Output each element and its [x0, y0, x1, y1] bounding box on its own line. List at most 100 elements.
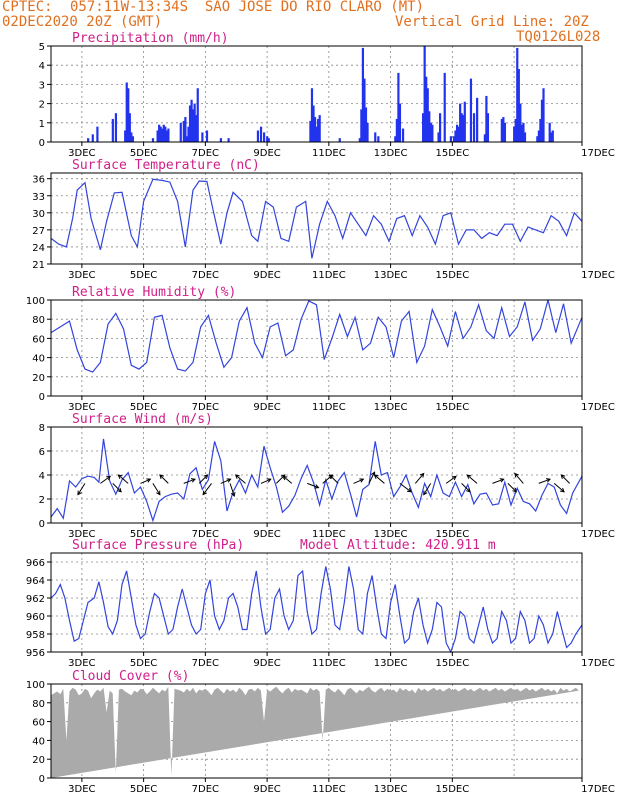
precip-bar: [443, 72, 446, 142]
y-tick-label: 40: [32, 354, 45, 365]
precip-bar: [536, 136, 539, 142]
wind-arrow: [507, 483, 517, 493]
precip-bar: [158, 124, 161, 142]
precip-bar: [313, 117, 317, 142]
precip-bar: [483, 134, 486, 142]
y-tick-label: 40: [32, 736, 45, 747]
precip-bar: [537, 130, 540, 142]
wind-arrow: [229, 483, 235, 497]
wind-arrow: [202, 483, 212, 495]
precip-bar: [164, 126, 167, 142]
panel-title: Surface Wind (m/s): [72, 412, 213, 427]
wind-arrow-head: [203, 474, 209, 479]
precip-bar: [87, 138, 90, 142]
series-line: [50, 438, 583, 523]
x-tick-label: 9DEC: [253, 270, 280, 281]
y-tick-label: 960: [26, 612, 45, 623]
precip-bar: [360, 109, 363, 142]
y-tick-label: 20: [32, 755, 45, 766]
y-tick-label: 966: [26, 558, 45, 569]
precip-bar: [486, 113, 490, 142]
wind-arrow: [466, 474, 478, 484]
x-tick-label: 11DEC: [312, 784, 346, 795]
x-tick-label: 11DEC: [312, 148, 346, 159]
x-tick-label: 5DEC: [130, 658, 157, 669]
wind-arrow: [553, 483, 565, 493]
wind-arrow: [461, 483, 471, 493]
y-tick-label: 36: [32, 175, 45, 186]
precip-bar: [366, 122, 369, 142]
precip-bar: [425, 76, 428, 142]
x-tick-label: 15DEC: [435, 270, 469, 281]
x-tick-label: 15DEC: [435, 529, 469, 540]
precip-bar: [520, 124, 523, 142]
wind-arrow: [183, 478, 196, 484]
precip-bar: [539, 118, 542, 142]
precip-bar: [96, 126, 99, 142]
x-tick-label: 15DEC: [435, 148, 469, 159]
wind-arrow-head: [451, 475, 457, 481]
panel-frame: [50, 552, 583, 653]
y-tick-label: 3: [39, 80, 45, 91]
precip-bar: [374, 132, 377, 142]
precip-bar: [462, 115, 465, 142]
precip-bar: [167, 128, 170, 142]
x-tick-label: 11DEC: [312, 529, 346, 540]
precip-bar: [195, 115, 198, 142]
x-tick-label: 7DEC: [192, 270, 219, 281]
y-tick-label: 964: [26, 576, 45, 587]
precip-bar: [502, 117, 505, 142]
wind-arrow: [445, 475, 457, 484]
wind-arrow-head: [514, 472, 519, 478]
x-tick-label: 15DEC: [435, 658, 469, 669]
x-tick-label: 13DEC: [374, 270, 408, 281]
precip-bar: [455, 124, 459, 142]
wind-arrow: [307, 482, 319, 489]
precip-bar: [182, 120, 185, 142]
series-line: [50, 178, 583, 259]
precip-bar: [256, 130, 260, 142]
precip-bar: [472, 113, 476, 142]
wind-arrow: [399, 482, 412, 493]
x-tick-label: 7DEC: [192, 784, 219, 795]
precip-bar: [338, 138, 341, 142]
precip-bar: [309, 120, 312, 142]
precip-bar: [130, 132, 133, 142]
x-tick-label: 17DEC: [581, 402, 615, 413]
y-tick-label: 1: [39, 119, 45, 130]
y-tick-label: 2: [39, 495, 45, 506]
precip-bar: [429, 122, 432, 142]
y-tick-label: 4: [39, 471, 45, 482]
precip-bar: [193, 103, 196, 142]
wind-arrow: [329, 474, 339, 484]
precip-bar: [358, 138, 361, 142]
wind-arrow-head: [359, 478, 365, 483]
precip-bar: [457, 126, 460, 142]
precip-bar: [125, 82, 128, 142]
wind-arrow: [140, 478, 151, 484]
panel-frame: [50, 426, 583, 524]
precip-bar: [156, 130, 159, 142]
precip-bar: [500, 118, 503, 142]
precip-bar: [394, 136, 397, 142]
wind-arrow-head: [226, 478, 232, 483]
precip-bar: [522, 122, 525, 142]
precip-bar: [452, 136, 456, 142]
y-tick-label: 0: [39, 774, 45, 785]
x-tick-label: 13DEC: [374, 658, 408, 669]
precip-bar: [514, 118, 517, 142]
x-tick-label: 9DEC: [253, 784, 280, 795]
x-tick-label: 3DEC: [68, 529, 95, 540]
precip-bar: [517, 69, 520, 142]
precip-bar: [431, 124, 434, 142]
header-grid-note: Vertical Grid Line: 20Z: [395, 14, 589, 30]
precip-bar: [179, 122, 182, 142]
header-model-code: TQ0126L028: [516, 29, 601, 45]
precip-bar: [317, 118, 320, 142]
panel-frame: [50, 45, 583, 143]
wind-arrow-head: [545, 478, 551, 483]
wind-arrow-head: [117, 487, 122, 493]
y-tick-label: 60: [32, 334, 45, 345]
x-tick-label: 7DEC: [192, 148, 219, 159]
precip-bar: [463, 101, 466, 142]
